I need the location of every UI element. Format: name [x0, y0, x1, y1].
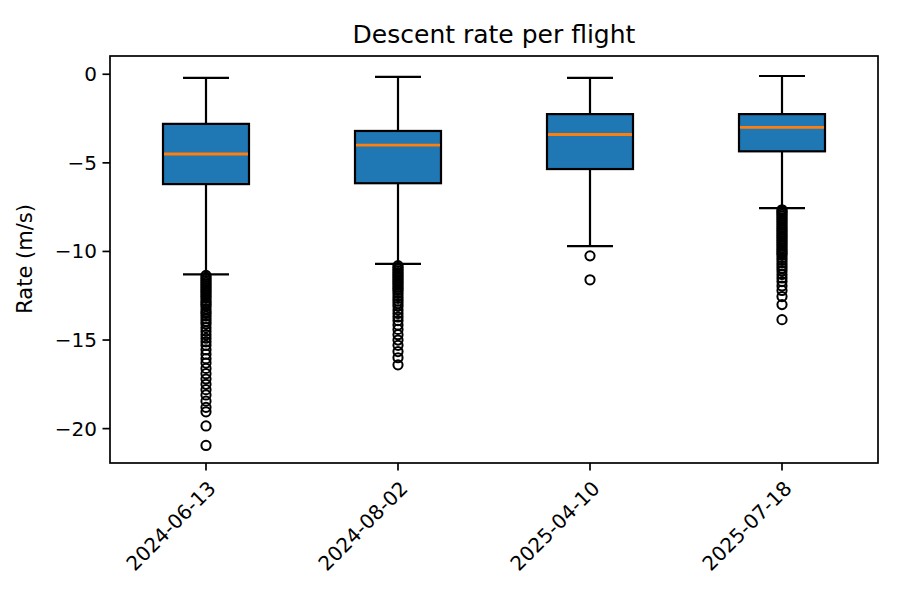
iqr-box — [355, 131, 441, 183]
outlier-point — [585, 251, 594, 260]
outlier-point — [201, 441, 210, 450]
y-tick-label: −20 — [55, 415, 97, 443]
outlier-point — [201, 421, 210, 430]
iqr-box — [739, 114, 825, 151]
outlier-point — [777, 315, 786, 324]
iqr-box — [547, 114, 633, 169]
figure: Descent rate per flight Rate (m/s) 0−5−1… — [0, 0, 900, 600]
y-tick-label: −5 — [68, 149, 97, 177]
y-tick-label: −15 — [55, 326, 97, 354]
y-tick-label: −10 — [55, 237, 97, 265]
outlier-point — [585, 275, 594, 284]
y-tick-label: 0 — [84, 60, 97, 88]
